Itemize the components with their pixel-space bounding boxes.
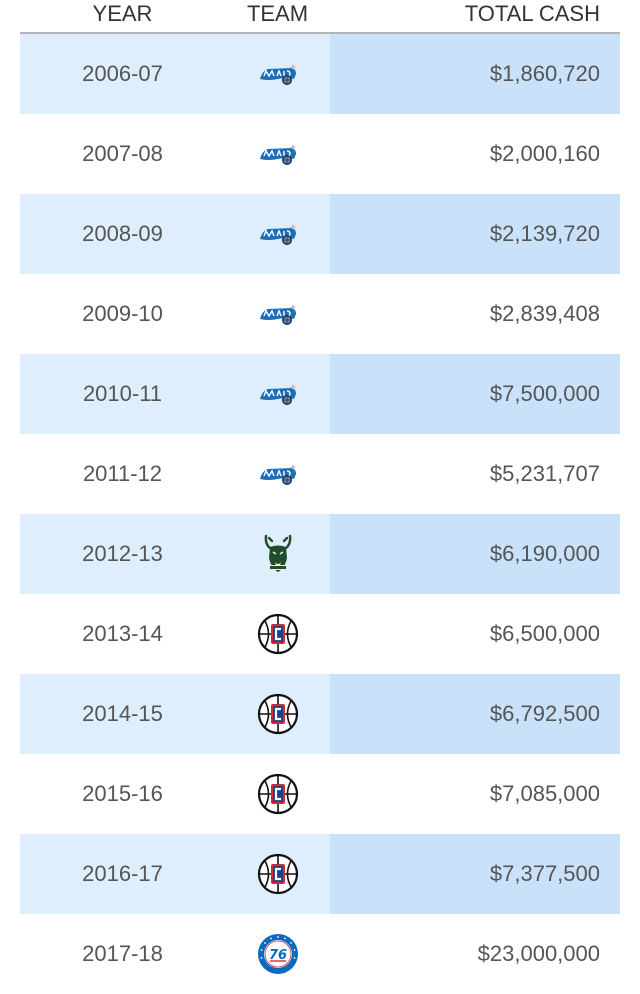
row-team xyxy=(225,114,330,194)
table-row[interactable]: 2008-09 $2,139,720 xyxy=(20,194,620,274)
row-year: 2016-17 xyxy=(20,834,225,914)
row-year: 2009-10 xyxy=(82,301,163,326)
clippers-logo-icon[interactable] xyxy=(256,852,300,896)
row-team xyxy=(225,594,330,674)
row-year: 2013-14 xyxy=(82,621,163,646)
row-total-cash: $7,377,500 xyxy=(330,834,620,914)
magic-logo-icon[interactable] xyxy=(256,372,300,416)
table-row[interactable]: 2007-08 $2,000,160 xyxy=(20,114,620,194)
header-team[interactable]: TEAM xyxy=(246,1,309,26)
table-row[interactable]: 2012-13 $6,190,000 xyxy=(20,514,620,594)
salary-table: YEAR TEAM TOTAL CASH 2006-07 $1,860,720 2… xyxy=(20,0,620,994)
row-team xyxy=(225,834,330,914)
bucks-logo-icon[interactable] xyxy=(256,532,300,576)
row-team xyxy=(225,434,330,514)
row-year: 2015-16 xyxy=(82,781,163,806)
row-team xyxy=(225,34,330,114)
table-row[interactable]: 2010-11 $7,500,000 xyxy=(20,354,620,434)
row-total-cash: $6,792,500 xyxy=(330,674,620,754)
table-row[interactable]: 2011-12 $5,231,707 xyxy=(20,434,620,514)
table-header: YEAR TEAM TOTAL CASH xyxy=(20,0,620,34)
row-total-cash: $6,500,000 xyxy=(489,621,600,646)
row-year: 2008-09 xyxy=(20,194,225,274)
row-total-cash: $2,000,160 xyxy=(489,141,600,166)
magic-logo-icon[interactable] xyxy=(256,132,300,176)
header-total-cash[interactable]: TOTAL CASH xyxy=(464,1,600,26)
row-team xyxy=(225,274,330,354)
clippers-logo-icon[interactable] xyxy=(256,692,300,736)
magic-logo-icon[interactable] xyxy=(256,292,300,336)
table-body: 2006-07 $1,860,720 2007-08 $2,000,160 2008… xyxy=(20,34,620,994)
row-total-cash: $7,500,000 xyxy=(330,354,620,434)
row-year: 2011-12 xyxy=(82,461,163,486)
table-row[interactable]: 2006-07 $1,860,720 xyxy=(20,34,620,114)
row-team xyxy=(225,514,330,594)
row-total-cash: $6,190,000 xyxy=(330,514,620,594)
row-total-cash: $23,000,000 xyxy=(477,941,600,966)
row-year: 2006-07 xyxy=(20,34,225,114)
row-team xyxy=(225,754,330,834)
row-team: 76 xyxy=(225,914,330,994)
clippers-logo-icon[interactable] xyxy=(256,772,300,816)
76ers-logo-icon[interactable]: 76 xyxy=(256,932,300,976)
table-row[interactable]: 2013-14 $6,500,000 xyxy=(20,594,620,674)
magic-logo-icon[interactable] xyxy=(256,212,300,256)
row-team xyxy=(225,354,330,434)
table-row[interactable]: 2017-18 76 $23,000,000 xyxy=(20,914,620,994)
row-total-cash: $2,839,408 xyxy=(489,301,600,326)
row-total-cash: $2,139,720 xyxy=(330,194,620,274)
row-total-cash: $7,085,000 xyxy=(489,781,600,806)
row-team xyxy=(225,674,330,754)
table-row[interactable]: 2009-10 $2,839,408 xyxy=(20,274,620,354)
row-team xyxy=(225,194,330,274)
row-year: 2007-08 xyxy=(82,141,163,166)
row-total-cash: $5,231,707 xyxy=(489,461,600,486)
row-total-cash: $1,860,720 xyxy=(330,34,620,114)
row-year: 2017-18 xyxy=(82,941,163,966)
clippers-logo-icon[interactable] xyxy=(256,612,300,656)
row-year: 2010-11 xyxy=(20,354,225,434)
magic-logo-icon[interactable] xyxy=(256,52,300,96)
row-year: 2014-15 xyxy=(20,674,225,754)
magic-logo-icon[interactable] xyxy=(256,452,300,496)
svg-text:76: 76 xyxy=(268,948,286,963)
table-row[interactable]: 2015-16 $7,085,000 xyxy=(20,754,620,834)
table-row[interactable]: 2014-15 $6,792,500 xyxy=(20,674,620,754)
header-year[interactable]: YEAR xyxy=(92,1,153,26)
row-year: 2012-13 xyxy=(20,514,225,594)
table-row[interactable]: 2016-17 $7,377,500 xyxy=(20,834,620,914)
